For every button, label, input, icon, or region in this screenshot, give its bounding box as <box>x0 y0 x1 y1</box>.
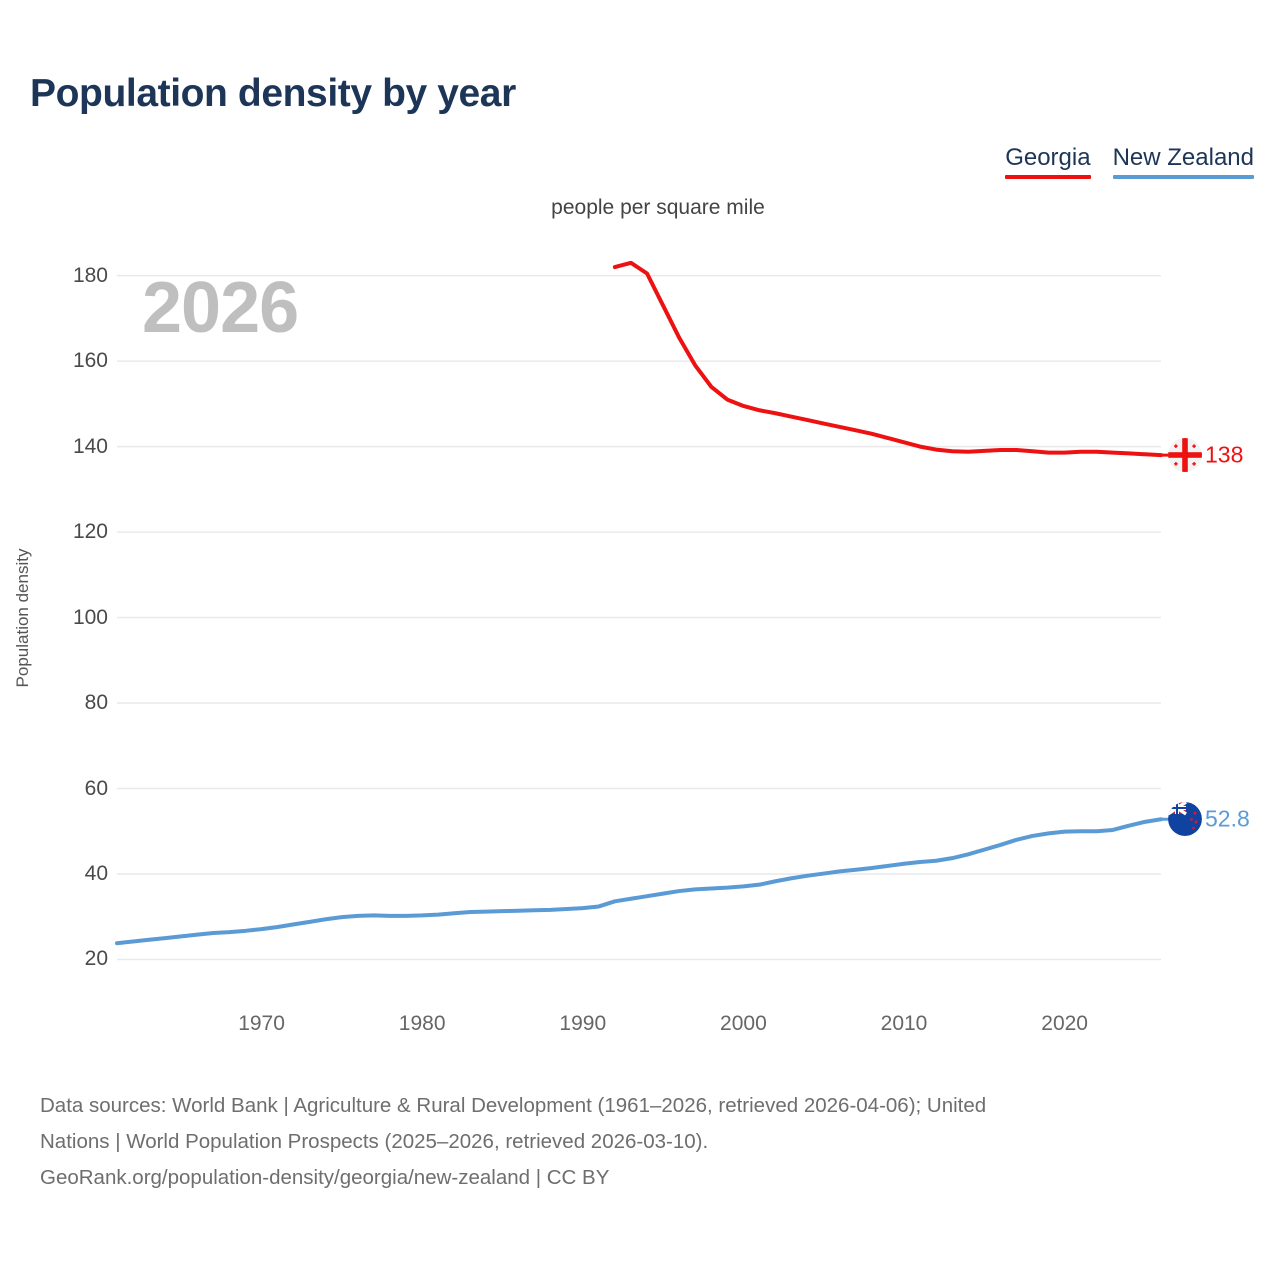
y-tick-label: 20 <box>84 947 108 971</box>
footer-sources: Data sources: World Bank | Agriculture &… <box>40 1088 1270 1196</box>
legend-item-new-zealand[interactable]: New Zealand <box>1112 144 1254 179</box>
y-tick-label: 160 <box>72 349 108 373</box>
y-tick-label: 120 <box>72 520 108 544</box>
legend-rule-georgia <box>1005 175 1091 179</box>
chart-subtitle: people per square mile <box>551 196 765 219</box>
x-tick-label: 1980 <box>398 1012 446 1035</box>
footer-line-3: GeoRank.org/population-density/georgia/n… <box>40 1166 610 1189</box>
new-zealand-end-value: 52.8 <box>1205 805 1250 832</box>
series-line-georgia <box>612 260 1163 458</box>
legend: Georgia New Zealand <box>1005 144 1254 179</box>
gridlines <box>117 274 1161 961</box>
y-tick-label: 60 <box>84 776 108 800</box>
footer-line-1: Data sources: World Bank | Agriculture &… <box>40 1094 987 1117</box>
y-tick-label: 140 <box>72 434 108 458</box>
legend-item-georgia[interactable]: Georgia <box>1005 144 1091 179</box>
legend-rule-new-zealand <box>1112 175 1254 179</box>
series-paths <box>115 260 1185 946</box>
y-tick-label: 80 <box>84 691 108 715</box>
y-tick-label: 40 <box>84 861 108 885</box>
x-tick-label: 2000 <box>720 1012 767 1035</box>
georgia-flag-icon <box>1168 438 1202 473</box>
page-title: Population density by year <box>30 72 516 115</box>
series-line-new-zealand <box>115 817 1163 946</box>
y-tick-label: 100 <box>72 605 108 629</box>
footer-line-2: Nations | World Population Prospects (20… <box>40 1130 709 1153</box>
legend-label-georgia: Georgia <box>1005 144 1091 171</box>
x-tick-label: 2020 <box>1041 1012 1088 1035</box>
year-watermark: 2026 <box>142 268 299 348</box>
y-tick-label: 180 <box>72 263 108 287</box>
legend-label-new-zealand: New Zealand <box>1112 144 1254 171</box>
georgia-end-value: 138 <box>1205 441 1244 468</box>
x-tick-label: 1970 <box>238 1012 285 1035</box>
x-tick-label: 1990 <box>559 1012 607 1035</box>
x-tick-label: 2010 <box>880 1012 928 1035</box>
new-zealand-flag-icon <box>1168 802 1202 837</box>
